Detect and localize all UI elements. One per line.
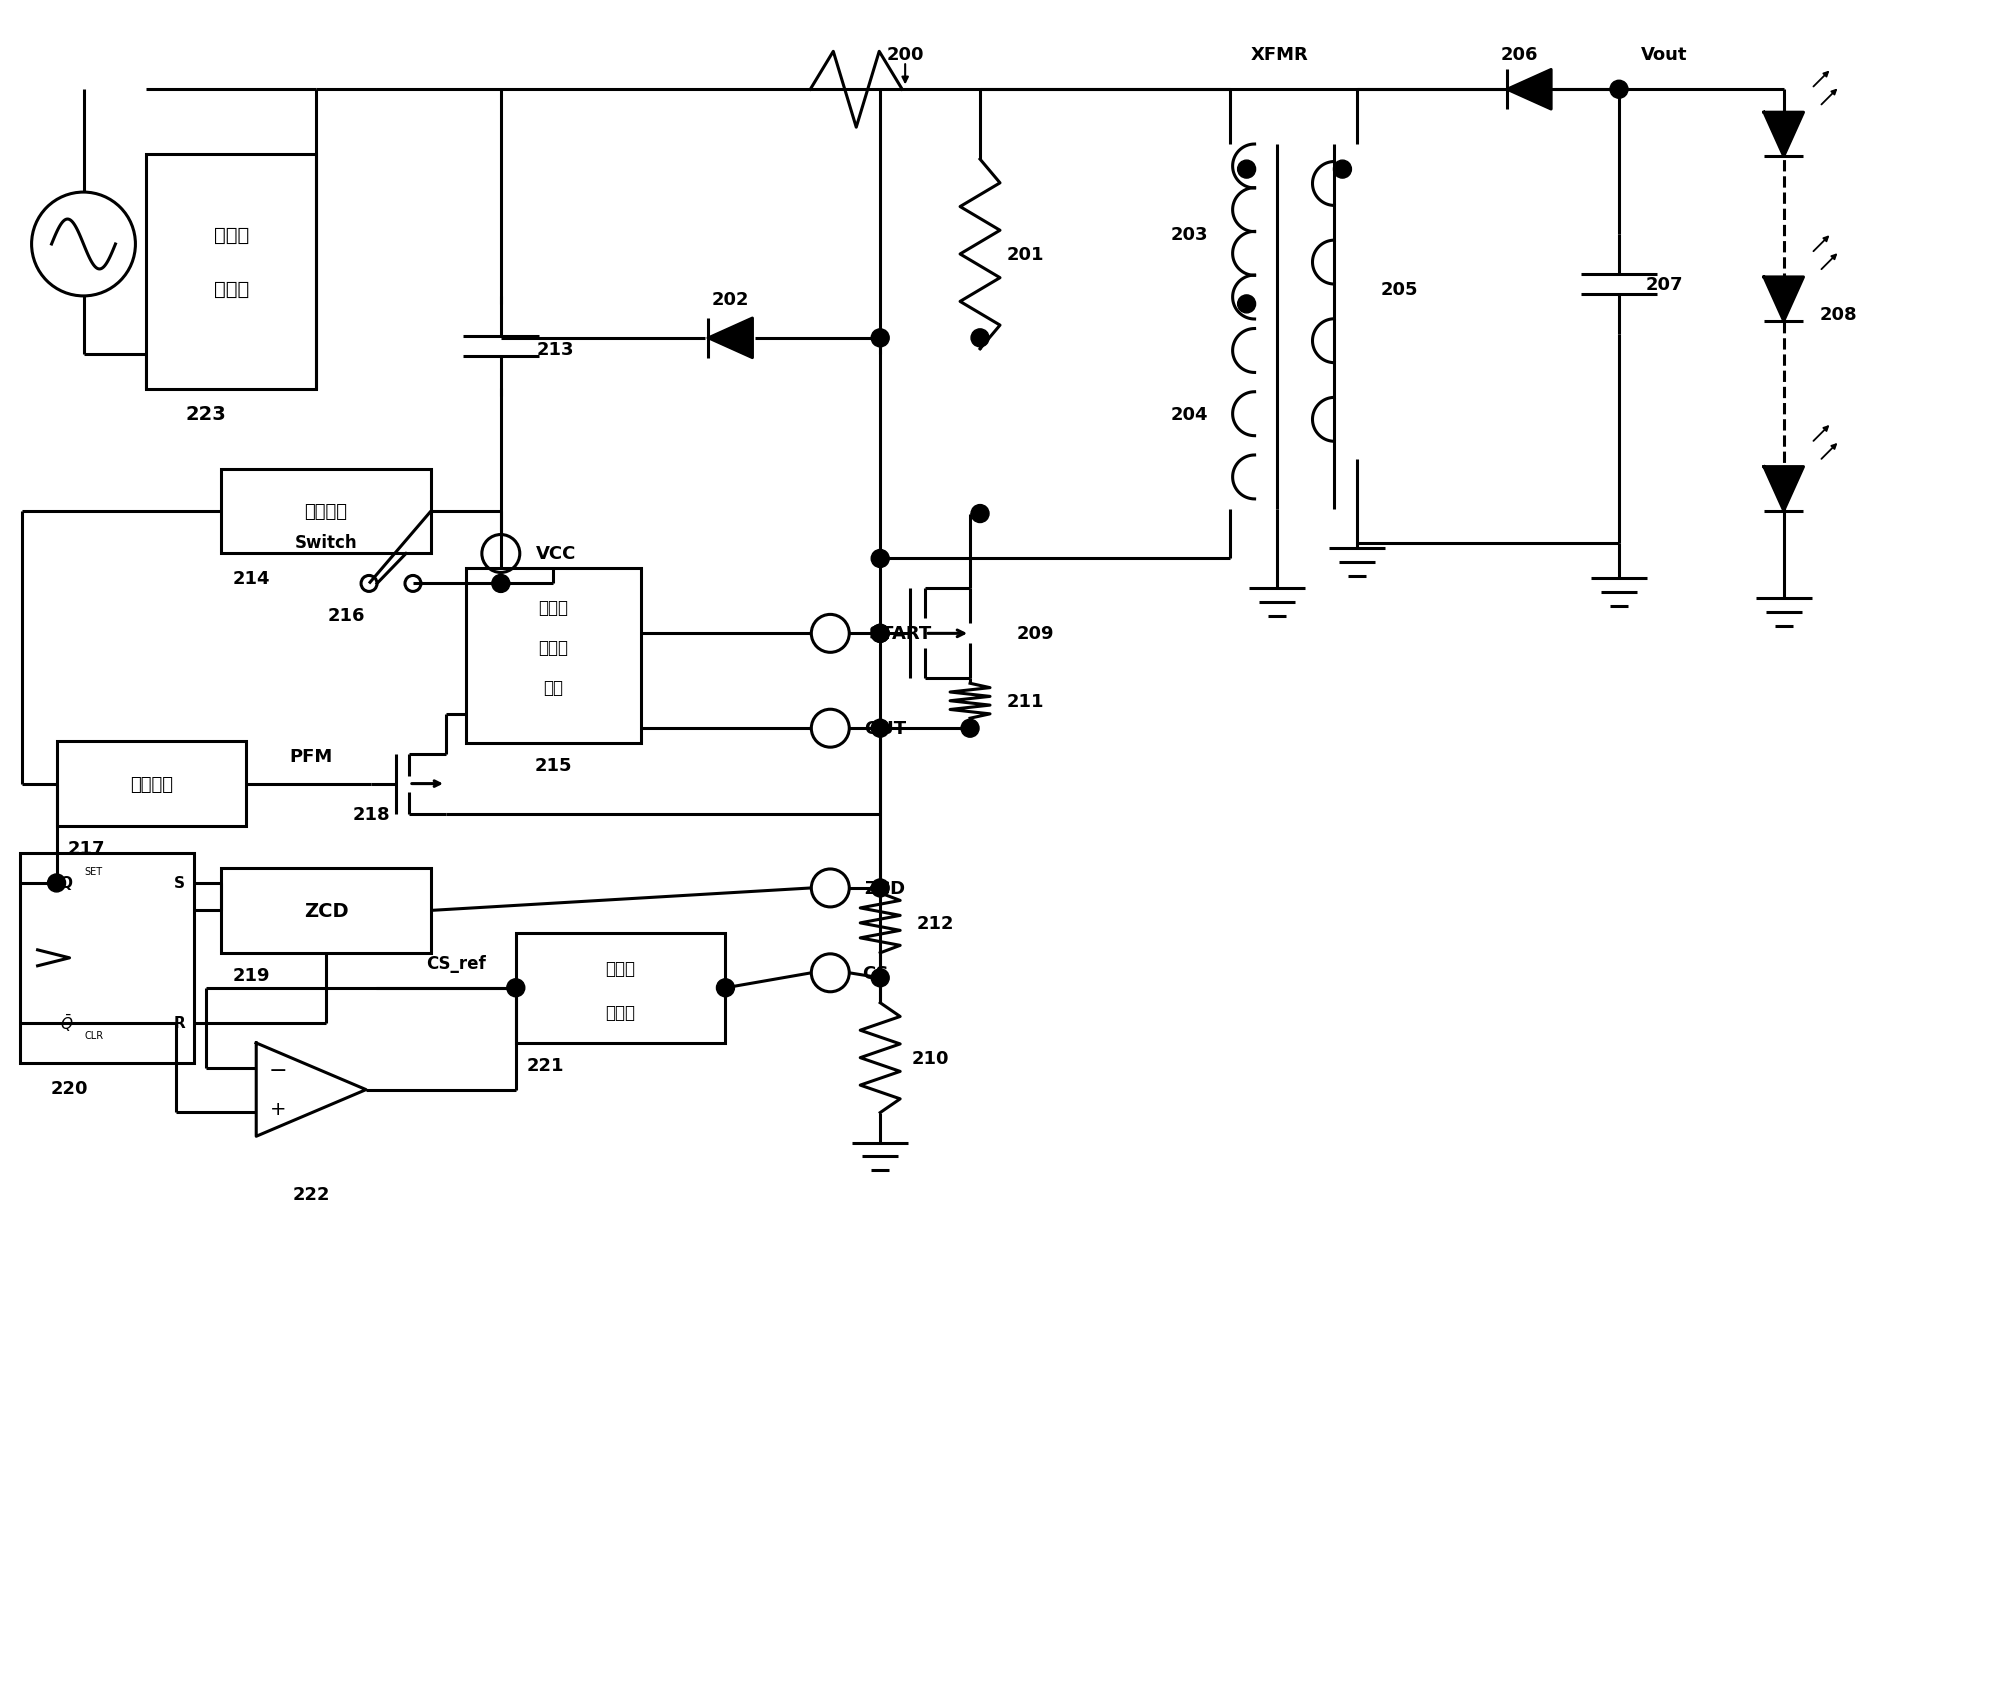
Circle shape (871, 329, 889, 348)
Text: +: + (269, 1100, 287, 1119)
Text: 动控制: 动控制 (538, 638, 568, 657)
Text: 209: 209 (1016, 625, 1054, 644)
Polygon shape (1762, 467, 1802, 511)
Text: ZCD: ZCD (865, 880, 905, 898)
Text: −: − (269, 1061, 287, 1080)
Text: 制单元: 制单元 (606, 1004, 636, 1020)
Text: 215: 215 (534, 757, 572, 774)
Text: OUT: OUT (863, 720, 905, 737)
Bar (466, 569, 640, 744)
Circle shape (871, 625, 889, 644)
Circle shape (871, 625, 889, 644)
Text: 快速启: 快速启 (538, 598, 568, 616)
Text: XFMR: XFMR (1250, 46, 1309, 65)
Text: ZCD: ZCD (303, 902, 349, 920)
Text: 恒流控: 恒流控 (606, 959, 636, 978)
Text: $\bar{Q}$: $\bar{Q}$ (60, 1012, 72, 1034)
Bar (221, 469, 432, 554)
Text: Vout: Vout (1640, 46, 1686, 65)
Circle shape (971, 329, 989, 348)
Circle shape (716, 980, 735, 997)
Bar (221, 868, 432, 953)
Text: VCC: VCC (536, 545, 576, 564)
Text: 217: 217 (68, 839, 104, 857)
Text: SET: SET (84, 866, 102, 876)
Text: 212: 212 (915, 914, 953, 932)
Circle shape (961, 720, 979, 737)
Circle shape (506, 980, 524, 997)
Text: 220: 220 (50, 1078, 88, 1097)
Text: 223: 223 (187, 406, 227, 424)
Text: PFM: PFM (289, 747, 333, 766)
Text: 207: 207 (1644, 275, 1682, 294)
Text: CS_ref: CS_ref (425, 954, 486, 973)
Circle shape (871, 970, 889, 987)
Text: 驱动单元: 驱动单元 (130, 776, 173, 793)
Text: 222: 222 (293, 1185, 329, 1204)
Text: Switch: Switch (295, 533, 357, 552)
Polygon shape (1507, 70, 1549, 110)
Text: 205: 205 (1381, 280, 1417, 299)
Text: S: S (175, 876, 185, 891)
Text: 200: 200 (885, 46, 923, 65)
Text: 221: 221 (526, 1056, 564, 1075)
Bar (20, 854, 195, 1063)
Circle shape (1236, 295, 1254, 314)
Text: 204: 204 (1170, 406, 1208, 423)
Text: 219: 219 (233, 966, 269, 985)
Text: 桥式整: 桥式整 (213, 226, 249, 245)
Bar (56, 742, 247, 827)
Text: 218: 218 (351, 805, 389, 824)
Text: CS: CS (861, 964, 887, 981)
Text: 214: 214 (233, 571, 269, 588)
Polygon shape (257, 1043, 365, 1136)
Bar (147, 155, 315, 389)
Text: R: R (173, 1015, 185, 1031)
Text: START: START (869, 625, 931, 644)
Circle shape (971, 506, 989, 523)
Text: 203: 203 (1170, 226, 1208, 245)
Text: Q: Q (60, 876, 72, 891)
Text: 供电单元: 供电单元 (305, 503, 347, 521)
Text: 211: 211 (1006, 693, 1044, 710)
Text: 216: 216 (327, 606, 365, 625)
Polygon shape (1762, 278, 1802, 321)
Bar (516, 934, 725, 1043)
Circle shape (1333, 161, 1351, 178)
Circle shape (1236, 161, 1254, 178)
Text: 流电路: 流电路 (213, 280, 249, 299)
Text: CLR: CLR (84, 1031, 104, 1041)
Circle shape (48, 874, 66, 893)
Polygon shape (1762, 114, 1802, 156)
Text: 202: 202 (710, 290, 749, 309)
Text: 206: 206 (1499, 46, 1537, 65)
Text: 201: 201 (1006, 246, 1044, 263)
Circle shape (871, 550, 889, 569)
Circle shape (492, 576, 510, 593)
Text: 单元: 单元 (544, 679, 562, 696)
Circle shape (1610, 82, 1628, 98)
Text: 210: 210 (911, 1049, 949, 1066)
Polygon shape (708, 319, 753, 358)
Text: 208: 208 (1818, 306, 1856, 324)
Text: 213: 213 (536, 341, 574, 358)
Circle shape (871, 880, 889, 897)
Circle shape (871, 720, 889, 737)
